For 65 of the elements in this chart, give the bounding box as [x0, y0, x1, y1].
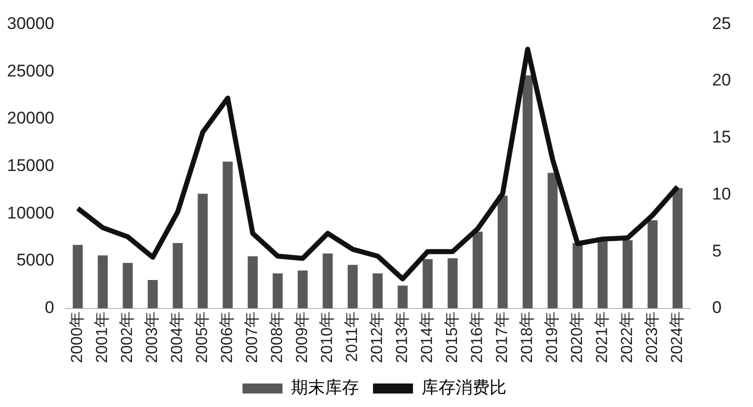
bar	[172, 243, 183, 308]
x-tick-label: 2015年	[444, 311, 462, 363]
bar	[448, 258, 458, 308]
bar	[72, 244, 83, 308]
legend-label: 期末库存	[291, 378, 359, 398]
bar	[622, 240, 633, 308]
y2-tick-label: 5	[712, 241, 722, 260]
bar	[672, 188, 683, 308]
bar	[398, 286, 408, 308]
bar	[498, 196, 508, 308]
legend-label: 库存消费比	[422, 378, 506, 398]
bar	[572, 243, 583, 308]
bar	[522, 75, 533, 308]
bar	[222, 162, 233, 308]
x-tick-label: 2018年	[519, 311, 536, 363]
x-tick-label: 2021年	[594, 311, 612, 363]
y-tick-label: 20000	[6, 108, 54, 128]
x-tick-label: 2000年	[69, 311, 86, 363]
bar	[548, 172, 558, 308]
x-tick-label: 2012年	[369, 311, 386, 363]
bar	[372, 273, 383, 308]
y2-tick-label: 0	[712, 298, 722, 318]
x-tick-label: 2006年	[219, 311, 236, 363]
x-tick-label: 2005年	[194, 311, 212, 363]
y-tick-label: 0	[44, 298, 54, 318]
x-tick-label: 2008年	[269, 311, 286, 363]
y-tick-label: 30000	[6, 14, 54, 33]
x-tick-label: 2016年	[469, 311, 486, 363]
y2-tick-label: 15	[712, 128, 732, 147]
bar	[298, 270, 308, 308]
x-tick-label: 2023年	[644, 311, 662, 363]
x-tick-label: 2019年	[544, 311, 562, 363]
bar	[148, 280, 158, 308]
y2-tick-label: 10	[712, 184, 732, 204]
x-tick-label: 2004年	[169, 311, 186, 363]
bar	[98, 255, 108, 308]
x-tick-label: 2024年	[669, 311, 686, 363]
y-tick-label: 10000	[6, 203, 54, 222]
y-tick-label: 25000	[6, 61, 54, 80]
x-tick-label: 2022年	[619, 311, 636, 363]
y-tick-label: 5000	[16, 250, 54, 270]
x-tick-label: 2014年	[419, 311, 436, 363]
y2-tick-label: 20	[712, 70, 732, 90]
bar	[198, 194, 208, 308]
x-tick-label: 2010年	[319, 311, 336, 363]
x-tick-label: 2011年	[344, 311, 362, 362]
y2-tick-label: 25	[712, 14, 732, 33]
bar	[648, 220, 658, 308]
x-tick-label: 2002年	[119, 311, 136, 363]
x-tick-label: 2009年	[294, 311, 312, 363]
bar	[272, 273, 283, 308]
bar	[122, 262, 133, 308]
y-tick-label: 15000	[6, 156, 54, 175]
bar	[598, 241, 608, 308]
x-tick-label: 2013年	[394, 311, 412, 363]
x-tick-label: 2020年	[569, 311, 586, 363]
bar	[422, 259, 433, 308]
x-tick-label: 2003年	[144, 311, 162, 363]
x-tick-label: 2017年	[494, 311, 512, 363]
x-tick-label: 2001年	[94, 311, 112, 363]
bar	[348, 264, 358, 308]
bar	[248, 256, 258, 308]
bar	[472, 232, 483, 308]
bar	[322, 253, 333, 308]
x-tick-label: 2007年	[244, 311, 262, 363]
